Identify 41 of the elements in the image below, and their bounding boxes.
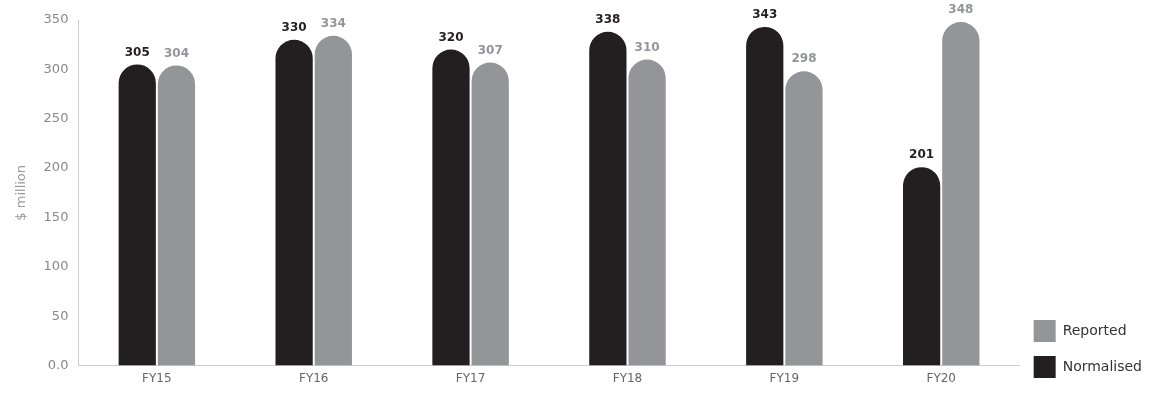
data-label: 305 (124, 44, 150, 59)
data-label: 307 (477, 42, 503, 57)
x-tick-label: FY17 (455, 370, 486, 385)
data-label: 348 (948, 2, 974, 17)
y-tick-label: 350 (43, 11, 69, 27)
data-label: 201 (909, 147, 935, 162)
bar (432, 49, 470, 366)
y-tick-label: 300 (43, 60, 69, 76)
y-tick-label: 150 (43, 208, 69, 224)
bar (902, 167, 941, 366)
y-axis-title: $ million (13, 164, 29, 221)
x-tick-label: FY16 (298, 370, 329, 385)
bar (118, 64, 156, 366)
data-label: 334 (320, 15, 346, 30)
legend-label: Reported (1062, 321, 1127, 338)
bar (589, 31, 627, 366)
y-tick-label: 100 (43, 258, 69, 274)
legend-label: Normalised (1062, 357, 1143, 374)
bar (275, 39, 313, 366)
bar (314, 35, 352, 366)
data-label: 343 (752, 7, 778, 22)
y-tick-label: 50 (51, 307, 69, 323)
x-tick-label: FY20 (926, 370, 956, 385)
data-label: 304 (163, 45, 189, 60)
data-label: 310 (634, 39, 660, 54)
bar (628, 59, 666, 366)
bar (942, 21, 980, 366)
data-label: 320 (438, 29, 464, 44)
bar (746, 26, 784, 366)
x-tick-label: FY18 (612, 370, 643, 385)
x-tick-label: FY15 (142, 370, 172, 385)
bar (471, 62, 509, 366)
data-label: 298 (791, 51, 817, 66)
bar (785, 71, 823, 366)
data-label: 338 (595, 11, 621, 26)
x-tick-label: FY19 (769, 370, 800, 385)
y-tick-label: 0.0 (47, 356, 69, 372)
data-label: 330 (281, 19, 307, 34)
bar (157, 65, 196, 366)
y-tick-label: 200 (43, 159, 69, 175)
y-tick-label: 250 (43, 110, 69, 126)
